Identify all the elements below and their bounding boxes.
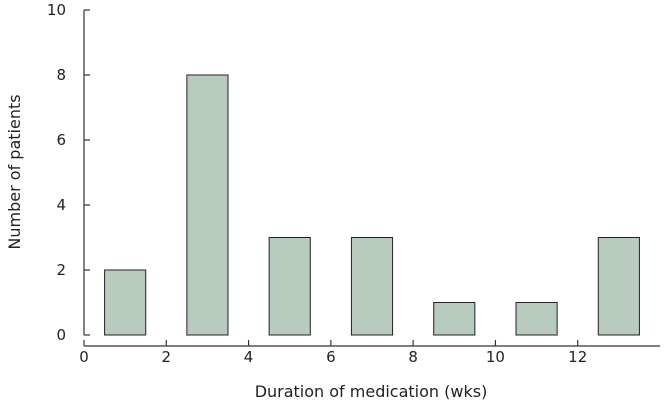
bar-1	[104, 269, 147, 336]
bar-4	[350, 237, 394, 336]
bar-2	[186, 74, 229, 336]
x-tick-label: 2	[162, 348, 172, 366]
y-axis-title: Number of patients	[5, 94, 24, 249]
plot-area	[104, 74, 640, 336]
x-tick-label: 8	[408, 348, 418, 366]
x-tick-label: 6	[326, 348, 336, 366]
bar-5	[433, 302, 476, 336]
x-tick-label: 12	[568, 348, 587, 366]
x-axis-title: Duration of medication (wks)	[255, 382, 488, 401]
y-tick-label: 4	[56, 196, 66, 214]
y-tick-label: 10	[47, 1, 66, 19]
x-ticks: 0 2 4 6 8 10 12	[79, 340, 587, 366]
x-tick-label: 4	[244, 348, 254, 366]
y-tick-label: 2	[56, 261, 66, 279]
bar-7	[597, 237, 640, 336]
y-ticks: 0 2 4 6 8 10	[47, 1, 90, 344]
y-tick-label: 6	[56, 131, 66, 149]
y-tick-label: 8	[56, 66, 66, 84]
y-tick-label: 0	[56, 326, 66, 344]
x-tick-label: 0	[79, 348, 89, 366]
bar-3	[268, 237, 311, 336]
x-tick-label: 10	[486, 348, 505, 366]
bar-6	[515, 302, 558, 336]
